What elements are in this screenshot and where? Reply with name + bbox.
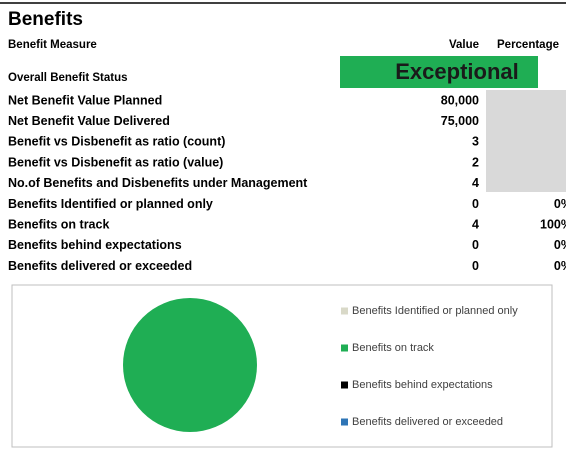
row-value: 3 xyxy=(472,135,479,149)
legend-swatch xyxy=(341,307,348,315)
row-value: 4 xyxy=(472,176,479,190)
row-label: Benefits Identified or planned only xyxy=(8,197,213,211)
row-label: Benefits delivered or exceeded xyxy=(8,259,192,273)
legend-label: Benefits delivered or exceeded xyxy=(352,416,503,428)
row-percentage: 0% xyxy=(554,238,566,252)
chart-box xyxy=(11,284,553,448)
row-percentage: 100% xyxy=(540,217,566,231)
row-value: 80,000 xyxy=(441,93,479,107)
legend-label: Benefits Identified or planned only xyxy=(352,305,518,317)
row-value: 2 xyxy=(472,155,479,169)
row-label: Net Benefit Value Planned xyxy=(8,93,162,107)
row-value: 0 xyxy=(472,197,479,211)
row-label: Benefits behind expectations xyxy=(8,238,182,252)
row-percentage: 0% xyxy=(554,259,566,273)
column-header: Percentage xyxy=(497,39,559,51)
legend-label: Benefits behind expectations xyxy=(352,379,493,391)
row-value: 4 xyxy=(472,217,479,231)
row-value: 75,000 xyxy=(441,114,479,128)
row-value: 0 xyxy=(472,238,479,252)
legend-swatch xyxy=(341,418,348,426)
title: Benefits xyxy=(8,9,83,30)
legend-swatch xyxy=(341,344,348,352)
column-header: Value xyxy=(449,39,479,51)
row-label: Net Benefit Value Delivered xyxy=(8,114,170,128)
row-percentage: 0% xyxy=(554,197,566,211)
status-banner xyxy=(340,56,538,88)
legend-swatch xyxy=(341,381,348,389)
row-label: No.of Benefits and Disbenefits under Man… xyxy=(8,176,308,190)
status-value: Exceptional xyxy=(395,59,518,84)
gray-block xyxy=(486,90,566,192)
row-value: 0 xyxy=(472,259,479,273)
column-header: Benefit Measure xyxy=(8,39,97,51)
row-label: Benefits on track xyxy=(8,217,109,231)
pie-slice xyxy=(123,298,257,432)
row-label: Benefit vs Disbenefit as ratio (count) xyxy=(8,135,225,149)
row-label: Benefit vs Disbenefit as ratio (value) xyxy=(8,155,223,169)
legend-label: Benefits on track xyxy=(352,342,434,354)
status-label: Overall Benefit Status xyxy=(8,72,128,84)
